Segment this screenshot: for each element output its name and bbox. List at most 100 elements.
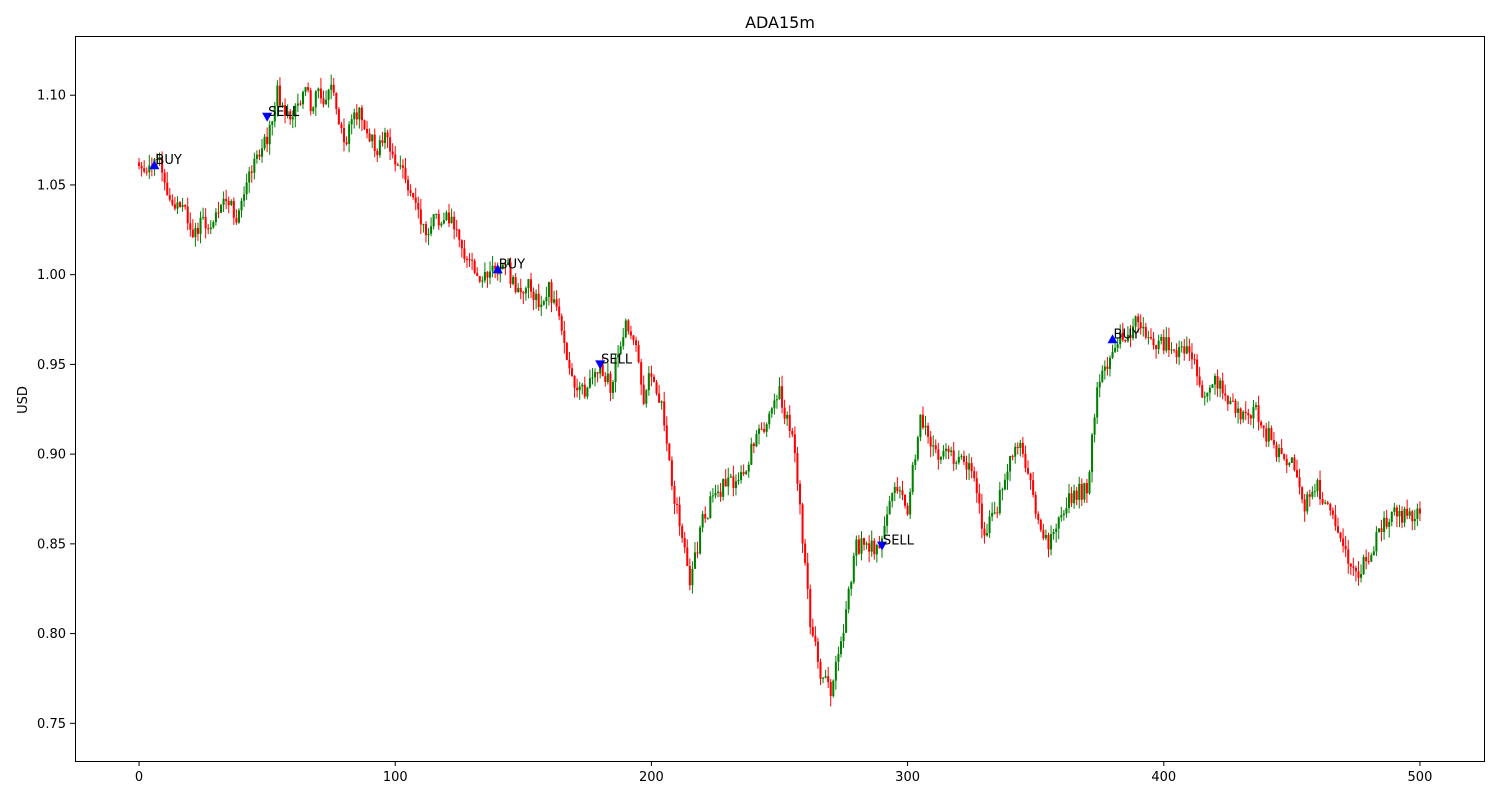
candle-body [1303,499,1306,512]
candle-body [522,292,525,294]
candle-body [1213,375,1217,385]
candle-body [693,552,696,569]
sell-marker [876,541,887,551]
candle-body [537,293,540,307]
candle-body [1262,425,1265,429]
candle-body [1403,508,1406,523]
candle-body [1336,526,1340,533]
candle-body [207,228,210,230]
candle-body [145,171,148,173]
candle-body [171,199,174,205]
candle-body [611,382,615,393]
candle-body [822,677,825,679]
candle-body [645,390,648,404]
candle-body [1280,447,1283,454]
candle-body [230,200,233,206]
candle-body [1249,415,1252,419]
candle-body [383,132,387,143]
candle-body [906,505,909,515]
candle-body [214,212,217,223]
candle-body [978,493,981,504]
candle-body [663,401,666,426]
y-tick-label: 0.75 [37,717,66,732]
candle-body [542,301,545,305]
y-tick-label: 0.80 [37,627,66,642]
candle-body [581,384,584,387]
candle-body [396,164,399,166]
candle-body [1157,340,1160,350]
candle-body [975,478,978,494]
candle-body [417,202,420,210]
candle-body [1190,352,1193,360]
candle-body [701,514,704,528]
y-axis-label: USD [16,386,31,414]
candle-body [947,448,950,452]
candle-body [650,373,653,377]
candle-body [1247,412,1250,416]
candle-body [312,107,315,112]
candle-body [875,545,878,555]
candle-body [1093,417,1096,435]
candle-body [576,387,579,391]
candle-body [473,260,476,273]
candle-body [237,210,240,223]
candle-body [1344,545,1347,550]
candle-body [1067,493,1071,509]
candle-body [1347,549,1350,564]
candle-body [1198,376,1201,385]
candle-body [1211,384,1214,388]
candle-body [614,357,617,383]
candle-body [1229,400,1232,405]
candle-body [1298,477,1301,488]
candle-body [1101,370,1104,382]
sell-label: SELL [883,534,915,549]
candle-body [1096,387,1099,418]
plot-frame [75,36,1485,762]
candle-body [506,262,509,266]
candle-body [1272,440,1275,445]
buy-label: BUY [499,257,525,272]
candle-body [870,540,873,552]
candle-body [243,194,246,201]
candle-body [832,680,835,697]
y-tick-label: 0.90 [37,448,66,463]
candle-body [1331,510,1334,515]
candle-body [878,545,881,548]
candle-body [678,504,681,527]
candle-body [1311,491,1314,497]
candle-body [740,472,743,481]
candle-body [342,128,346,143]
candle-body [437,213,440,226]
candle-body [886,514,889,526]
candle-body [1080,483,1083,500]
candle-body [1244,411,1247,413]
candle-body [371,134,374,142]
candle-body [716,491,720,493]
candle-body [194,227,197,238]
candle-body [1160,337,1163,341]
candle-body [1265,428,1268,442]
candle-body [624,320,627,338]
candle-body [765,424,768,432]
candle-body [929,436,932,447]
candle-body [827,676,830,683]
candle-body [1185,346,1188,354]
candle-body [937,449,940,460]
candle-body [1360,574,1363,578]
candle-body [824,676,827,678]
candle-body [161,156,164,173]
candle-body [845,609,848,633]
candle-body [985,533,989,536]
candle-body [996,512,999,514]
candle-body [1234,400,1237,413]
candle-body [909,491,912,515]
candle-body [1057,517,1060,529]
candle-body [191,229,194,238]
candle-body [225,198,228,202]
candle-body [301,91,305,105]
candle-body [1009,456,1012,472]
candle-body [1201,384,1204,398]
candle-body [140,166,143,169]
